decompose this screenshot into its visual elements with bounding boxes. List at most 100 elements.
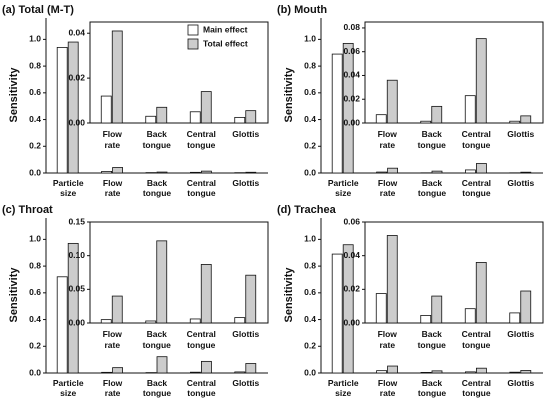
y-tick-label: 0.05 [68, 284, 85, 294]
bar [245, 363, 257, 374]
x-tick-label: Central tongue [462, 129, 491, 150]
x-tick-label: Central tongue [187, 178, 216, 198]
x-tick-label: Flow rate [103, 329, 123, 350]
bar [200, 360, 212, 374]
x-tick-label: Glottis [232, 329, 259, 339]
bar [112, 367, 123, 374]
y-tick-label: 0.2 [304, 341, 316, 351]
y-tick-label: 0.0 [29, 367, 41, 377]
bar [342, 42, 354, 174]
x-tick-label: Central tongue [462, 329, 491, 350]
y-tick-label: 0.6 [29, 87, 41, 97]
y-tick-label: 0.08 [343, 22, 360, 32]
y-tick-label: 0.00 [343, 117, 360, 127]
bar [387, 167, 398, 174]
x-tick-label: Back tongue [418, 329, 447, 350]
bar [245, 110, 257, 124]
x-tick-label: Flow rate [378, 378, 398, 398]
bar [475, 163, 487, 174]
bar [420, 120, 432, 124]
inset-frame [89, 221, 269, 324]
y-tick-label: 0.15 [68, 216, 85, 226]
y-tick-label: 0.04 [343, 70, 360, 80]
bar [234, 371, 246, 374]
y-tick-label: 0.0 [304, 367, 316, 377]
bar [376, 171, 387, 174]
bar [509, 120, 521, 124]
bar [189, 371, 201, 374]
bar [420, 315, 432, 324]
x-tick-label: Particle size [53, 378, 84, 398]
x-tick-label: Central tongue [187, 129, 216, 150]
bar [475, 262, 487, 324]
x-tick-label: Glottis [507, 378, 534, 388]
y-axis-label: Sensitivity [8, 67, 20, 123]
x-tick-label: Central tongue [187, 329, 216, 350]
x-tick-label: Glottis [232, 129, 259, 139]
x-tick-label: Back tongue [418, 378, 447, 398]
bar [56, 276, 68, 374]
y-tick-label: 0.00 [343, 317, 360, 327]
inset-frame [364, 21, 544, 124]
x-tick-label: Particle size [328, 378, 359, 398]
bar [475, 367, 487, 374]
x-tick-label: Back tongue [143, 329, 172, 350]
panel-title: (a) Total (M-T) [2, 4, 74, 16]
bar [156, 171, 168, 174]
y-tick-label: 1.0 [29, 34, 41, 44]
y-tick-label: 0.02 [343, 93, 360, 103]
x-tick-label: Back tongue [143, 129, 172, 150]
y-tick-label: 0.4 [304, 114, 316, 124]
bar [101, 371, 112, 374]
bar [331, 253, 343, 374]
bar [386, 79, 398, 124]
bar [431, 370, 443, 374]
legend-swatch [187, 38, 199, 50]
panel-title: (b) Mouth [277, 4, 327, 16]
y-tick-label: 0.6 [304, 287, 316, 297]
bar [111, 295, 123, 324]
bar [189, 171, 201, 174]
x-tick-label: Back tongue [143, 378, 172, 398]
bar [145, 320, 157, 324]
bar [156, 240, 168, 324]
y-tick-label: 0.10 [68, 250, 85, 260]
y-tick-label: 0.00 [68, 117, 85, 127]
bar [189, 111, 201, 124]
bar [100, 95, 112, 124]
inset-frame [89, 21, 269, 124]
bar [464, 308, 476, 324]
bar [386, 235, 398, 324]
bar [520, 171, 532, 174]
bar [464, 371, 476, 374]
x-tick-label: Glottis [507, 129, 534, 139]
bar [331, 53, 343, 174]
y-tick-label: 0.00 [68, 317, 85, 327]
panel: (b) Mouth Sensitivity 0.0 0.2 0.4 0.6 0.8 1.0 Pa… [277, 4, 544, 198]
y-tick-label: 0.6 [304, 87, 316, 97]
panel-title: (c) Throat [2, 204, 53, 216]
bar [431, 295, 443, 324]
y-tick-label: 1.0 [304, 34, 316, 44]
bar [145, 115, 157, 124]
panel: (d) Trachea Sensitivity 0.0 0.2 0.4 0.6 0.8 1.0… [277, 204, 544, 398]
panel-title: (d) Trachea [277, 204, 337, 216]
bar [101, 170, 112, 174]
x-tick-label: Back tongue [143, 178, 172, 198]
y-tick-label: 0.2 [304, 141, 316, 151]
y-tick-label: 0.4 [304, 314, 316, 324]
bar [520, 370, 532, 374]
x-tick-label: Flow rate [103, 378, 123, 398]
x-tick-label: Back tongue [418, 129, 447, 150]
bar [67, 242, 79, 374]
y-axis-label: Sensitivity [283, 67, 295, 123]
y-tick-label: 0.6 [29, 287, 41, 297]
x-tick-label: Glottis [507, 329, 534, 339]
bar [200, 91, 212, 124]
bar [234, 317, 246, 324]
y-tick-label: 0.4 [29, 314, 41, 324]
y-axis-label: Sensitivity [8, 267, 20, 323]
y-tick-label: 0.0 [304, 167, 316, 177]
bar [189, 318, 201, 324]
